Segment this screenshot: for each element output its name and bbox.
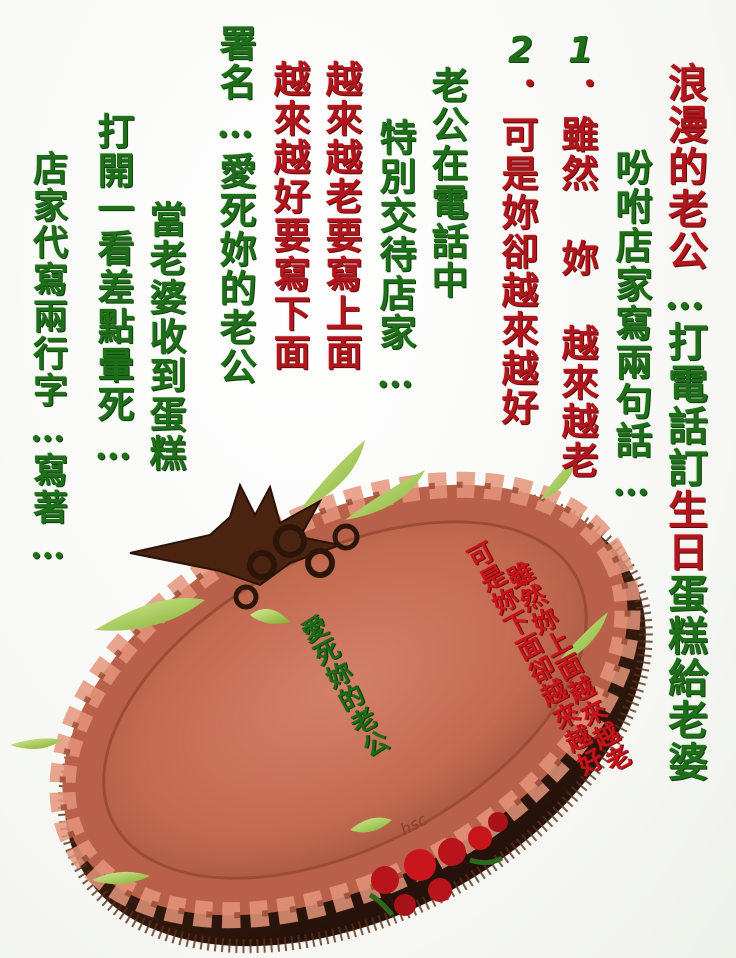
text-birthday: 生日 <box>661 489 708 573</box>
text-column-1: 浪漫的老公…打電話訂生日蛋糕給老婆 <box>661 62 708 783</box>
text-romantic-husband: 浪漫的老公 <box>661 62 708 272</box>
rose-decorations <box>368 812 508 917</box>
text-column-3: ．雖然 妳 越來越老 <box>555 76 599 480</box>
text-column-7: 越來越老要寫上面 <box>319 60 363 372</box>
text-column-11: 當老婆收到蛋糕 <box>143 200 187 473</box>
text-column-6: 特別交待店家… <box>373 118 417 398</box>
text-column-13: 店家代寫兩行字…寫著… <box>27 150 68 569</box>
text-column-10: 署名… <box>213 24 257 148</box>
cake-top <box>103 521 587 879</box>
text-cake-for-wife: 蛋糕給老婆 <box>661 573 708 783</box>
text-column-5: 老公在電話中 <box>425 66 469 300</box>
number-1: 1 <box>568 30 594 71</box>
text-called-order: …打電話訂 <box>661 272 708 489</box>
text-column-2: 吩咐店家寫兩句話… <box>609 148 653 506</box>
text-column-8: 越來越好要寫下面 <box>267 60 311 372</box>
text-column-9: 愛死妳的老公 <box>213 152 257 386</box>
leaf-decorations <box>10 440 608 885</box>
number-2: 2 <box>508 30 534 71</box>
text-column-12: 打開一看差點暈死… <box>91 112 135 470</box>
chocolate-decoration <box>129 482 360 610</box>
text-column-4: ．可是妳卻越來越好 <box>495 76 539 427</box>
